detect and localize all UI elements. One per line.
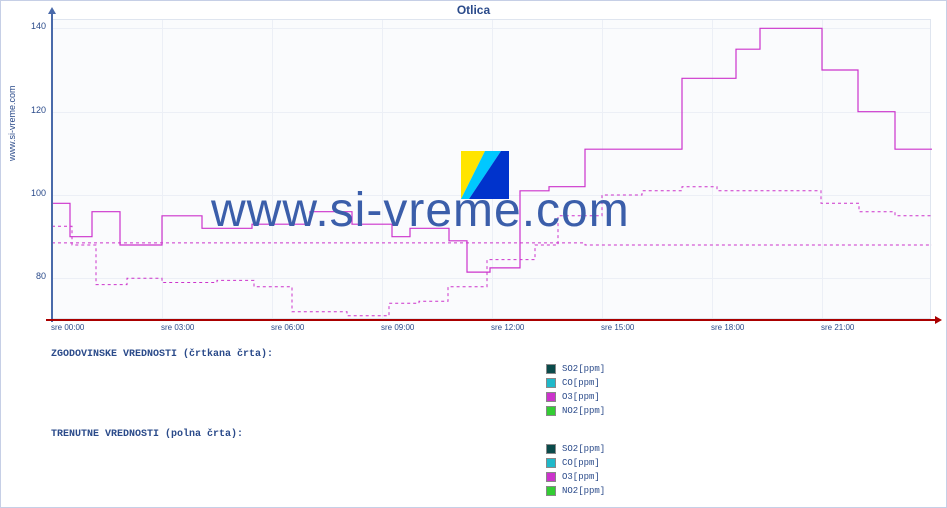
- watermark-text: www.si-vreme.com: [211, 183, 630, 238]
- legend-row: SO2[ppm]: [546, 362, 605, 376]
- legend-label: SO2[ppm]: [562, 364, 605, 374]
- x-tick-label: sre 12:00: [491, 323, 524, 332]
- legend-swatch: [546, 364, 556, 374]
- legend-swatch: [546, 458, 556, 468]
- chart-title: Otlica: [1, 3, 946, 17]
- legend-label: O3[ppm]: [562, 392, 600, 402]
- x-tick-label: sre 06:00: [271, 323, 304, 332]
- series-o3_dashed2: [52, 243, 932, 245]
- x-tick-label: sre 21:00: [821, 323, 854, 332]
- y-tick-label: 100: [16, 188, 46, 198]
- legend-label: O3[ppm]: [562, 472, 600, 482]
- legend-swatch: [546, 406, 556, 416]
- legend-row: NO2[ppm]: [546, 484, 605, 498]
- y-tick-label: 120: [16, 105, 46, 115]
- legend-row: SO2[ppm]: [546, 442, 605, 456]
- x-tick-label: sre 15:00: [601, 323, 634, 332]
- legend-row: NO2[ppm]: [546, 404, 605, 418]
- legend-label: CO[ppm]: [562, 378, 600, 388]
- y-tick-label: 140: [16, 21, 46, 31]
- y-axis-label: www.si-vreme.com: [7, 85, 17, 161]
- legend-current-heading: TRENUTNE VREDNOSTI (polna črta):: [51, 428, 243, 440]
- legend-swatch: [546, 378, 556, 388]
- y-tick-label: 80: [16, 271, 46, 281]
- legend-row: O3[ppm]: [546, 390, 605, 404]
- x-axis: [46, 319, 938, 321]
- legend-label: NO2[ppm]: [562, 486, 605, 496]
- y-axis: [51, 11, 53, 322]
- legend-row: O3[ppm]: [546, 470, 605, 484]
- legend-swatch: [546, 472, 556, 482]
- legend-row: CO[ppm]: [546, 456, 605, 470]
- legend-label: SO2[ppm]: [562, 444, 605, 454]
- legend-swatch: [546, 486, 556, 496]
- legend-historic-items: SO2[ppm] CO[ppm] O3[ppm] NO2[ppm]: [546, 362, 605, 418]
- legend-label: CO[ppm]: [562, 458, 600, 468]
- x-tick-label: sre 09:00: [381, 323, 414, 332]
- x-tick-label: sre 18:00: [711, 323, 744, 332]
- legend-historic-heading: ZGODOVINSKE VREDNOSTI (črtkana črta):: [51, 348, 273, 360]
- legend-current-items: SO2[ppm] CO[ppm] O3[ppm] NO2[ppm]: [546, 442, 605, 498]
- legend-swatch: [546, 392, 556, 402]
- legend-swatch: [546, 444, 556, 454]
- x-tick-label: sre 00:00: [51, 323, 84, 332]
- legend-row: CO[ppm]: [546, 376, 605, 390]
- x-tick-label: sre 03:00: [161, 323, 194, 332]
- legend-label: NO2[ppm]: [562, 406, 605, 416]
